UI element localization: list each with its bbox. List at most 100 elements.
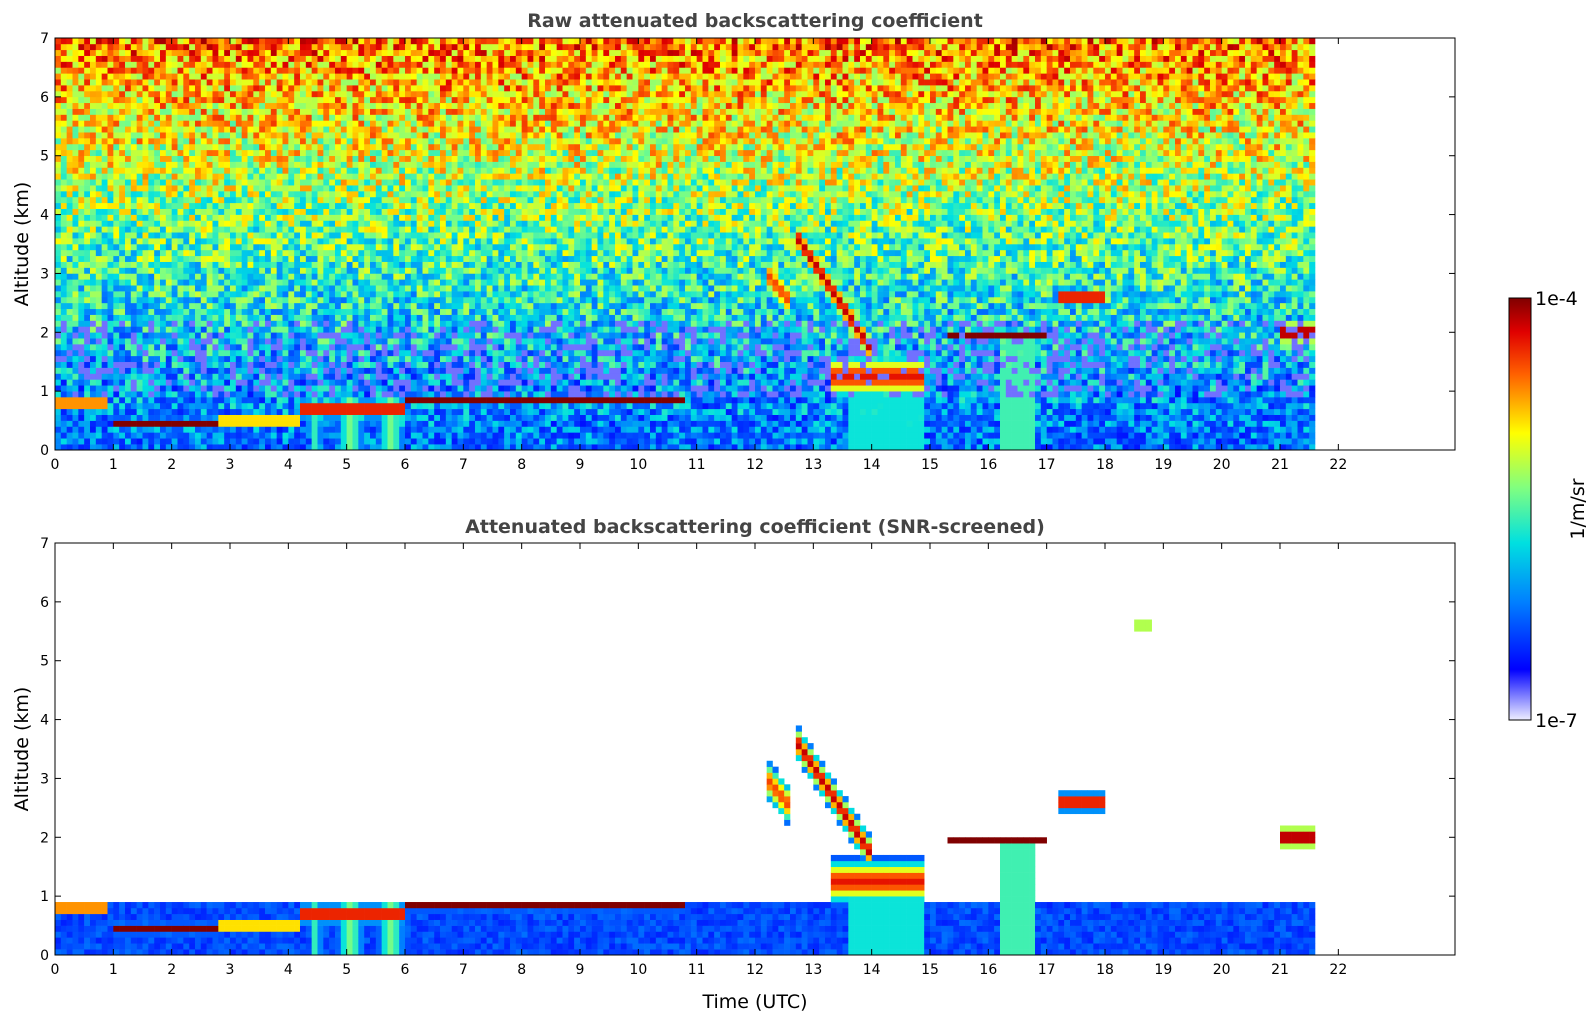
heatmap-cell <box>393 391 400 398</box>
heatmap-cell <box>445 255 452 262</box>
heatmap-cell <box>428 220 435 227</box>
heatmap-cell <box>84 249 91 257</box>
heatmap-cell <box>90 432 97 439</box>
heatmap-cell <box>212 232 219 239</box>
heatmap-cell <box>276 38 283 45</box>
heatmap-cell <box>247 132 254 139</box>
heatmap-cell <box>434 67 441 74</box>
heatmap-cell <box>317 138 324 145</box>
heatmap-cell <box>160 397 167 404</box>
heatmap-cell <box>253 102 260 109</box>
heatmap-cell <box>212 220 219 227</box>
heatmap-cell <box>428 79 435 86</box>
heatmap-cell <box>247 85 254 92</box>
heatmap-cell <box>142 179 149 186</box>
heatmap-cell <box>60 38 67 45</box>
heatmap-cell <box>195 208 202 215</box>
heatmap-cell <box>195 444 202 451</box>
heatmap-cell <box>259 255 266 262</box>
heatmap-cell <box>410 61 417 68</box>
heatmap-cell <box>72 149 79 157</box>
heatmap-cell <box>364 408 371 415</box>
heatmap-cell <box>212 167 219 174</box>
heatmap-cell <box>72 79 79 86</box>
heatmap-cell <box>113 402 120 410</box>
heatmap-cell <box>323 302 330 310</box>
heatmap-cell <box>189 367 196 374</box>
heatmap-cell <box>300 255 307 262</box>
heatmap-cell <box>259 67 266 74</box>
heatmap-cell <box>317 38 324 45</box>
heatmap-cell <box>101 202 108 209</box>
heatmap-cell <box>247 120 254 127</box>
heatmap-cell <box>288 196 295 204</box>
heatmap-cell <box>451 391 458 398</box>
heatmap-cell <box>445 126 452 133</box>
heatmap-cell <box>317 249 324 257</box>
heatmap-cell <box>381 402 388 410</box>
heatmap-cell <box>282 49 289 56</box>
heatmap-cell <box>300 238 307 245</box>
heatmap-cell <box>440 126 447 133</box>
heatmap-cell <box>247 302 254 310</box>
heatmap-cell <box>55 326 62 333</box>
heatmap-cell <box>66 120 73 127</box>
heatmap-cell <box>259 391 266 398</box>
heatmap-cell <box>457 397 464 404</box>
heatmap-cell <box>165 367 172 374</box>
heatmap-cell <box>381 279 388 286</box>
heatmap-cell <box>294 355 301 363</box>
heatmap-cell <box>230 432 237 439</box>
heatmap-cell <box>218 220 225 227</box>
heatmap-cell <box>282 344 289 351</box>
heatmap-cell <box>265 179 272 186</box>
heatmap-cell <box>230 43 237 51</box>
heatmap-cell <box>230 438 237 445</box>
heatmap-cell <box>125 438 132 445</box>
heatmap-cell <box>270 285 277 292</box>
heatmap-cell <box>95 338 102 345</box>
heatmap-cell <box>445 391 452 398</box>
heatmap-cell <box>294 249 301 257</box>
heatmap-cell <box>270 38 277 45</box>
heatmap-cell <box>381 126 388 133</box>
heatmap-cell <box>72 420 79 427</box>
heatmap-cell <box>364 38 371 45</box>
heatmap-cell <box>340 155 347 162</box>
heatmap-cell <box>416 43 423 51</box>
heatmap-cell <box>265 349 272 357</box>
heatmap-cell <box>230 202 237 209</box>
heatmap-cell <box>294 291 301 298</box>
heatmap-cell <box>457 273 464 280</box>
heatmap-cell <box>422 349 429 357</box>
heatmap-cell <box>136 161 143 168</box>
heatmap-cell <box>300 249 307 257</box>
heatmap-cell <box>160 214 167 221</box>
heatmap-cell <box>370 179 377 186</box>
heatmap-cell <box>381 143 388 151</box>
heatmap-cell <box>55 402 62 410</box>
heatmap-cell <box>154 143 161 151</box>
heatmap-cell <box>317 267 324 274</box>
chart-title: Raw attenuated backscattering coefficien… <box>527 10 983 32</box>
heatmap-cell <box>55 114 62 121</box>
heatmap-cell <box>66 314 73 321</box>
heatmap-cell <box>160 367 167 374</box>
heatmap-cell <box>95 61 102 68</box>
heatmap-cell <box>224 143 231 151</box>
heatmap-cell <box>422 155 429 162</box>
heatmap-cell <box>148 279 155 286</box>
heatmap-cell <box>90 238 97 245</box>
heatmap-cell <box>218 314 225 321</box>
heatmap-cell <box>253 79 260 86</box>
heatmap-cell <box>130 285 137 292</box>
heatmap-cell <box>381 285 388 292</box>
heatmap-cell <box>445 179 452 186</box>
heatmap-cell <box>265 90 272 98</box>
heatmap-cell <box>142 220 149 227</box>
heatmap-cell <box>300 220 307 227</box>
heatmap-cell <box>416 420 423 427</box>
heatmap-cell <box>393 79 400 86</box>
heatmap-cell <box>224 379 231 386</box>
heatmap-cell <box>265 108 272 115</box>
